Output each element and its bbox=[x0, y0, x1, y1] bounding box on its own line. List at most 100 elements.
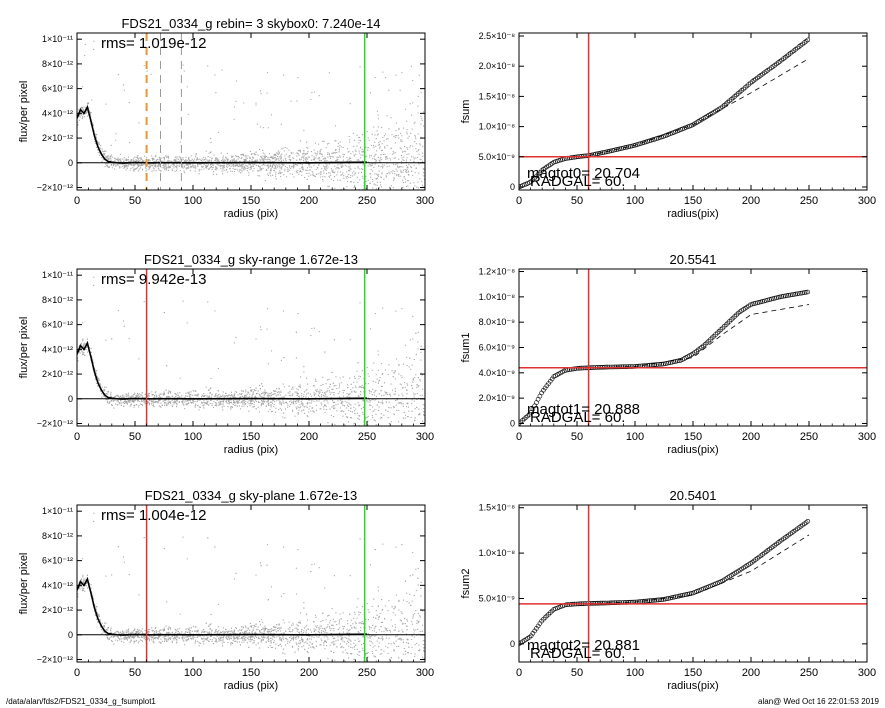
scatter-point bbox=[368, 375, 370, 377]
scatter-point bbox=[101, 148, 103, 150]
scatter-point bbox=[302, 166, 304, 168]
scatter-point bbox=[406, 443, 407, 444]
scatter-point bbox=[327, 143, 329, 145]
x-axis-label: radius (pix) bbox=[224, 208, 278, 220]
scatter-point bbox=[160, 397, 162, 399]
scatter-point bbox=[405, 195, 406, 196]
scatter-point bbox=[104, 395, 106, 397]
scatter-point bbox=[220, 168, 222, 170]
scatter-point bbox=[347, 387, 349, 389]
scatter-point bbox=[206, 167, 208, 169]
scatter-point bbox=[262, 149, 264, 151]
scatter-point bbox=[422, 155, 424, 157]
scatter-point bbox=[369, 401, 371, 403]
scatter-point bbox=[84, 354, 86, 356]
scatter-point bbox=[277, 158, 279, 160]
scatter-point bbox=[154, 401, 156, 403]
scatter-point bbox=[169, 401, 171, 403]
y-tick-label: 8×10⁻¹² bbox=[42, 59, 73, 69]
scatter-point bbox=[92, 359, 94, 361]
scatter-point bbox=[328, 153, 330, 155]
scatter-point bbox=[286, 147, 288, 149]
scatter-point bbox=[310, 410, 312, 412]
scatter-point bbox=[79, 349, 81, 351]
scatter-point bbox=[336, 160, 338, 162]
scatter-point bbox=[215, 157, 217, 159]
scatter-point bbox=[421, 374, 423, 376]
scatter-point bbox=[235, 160, 237, 162]
scatter-point bbox=[413, 358, 415, 360]
scatter-point bbox=[198, 163, 200, 165]
scatter-point bbox=[179, 401, 181, 403]
scatter-point bbox=[93, 48, 95, 50]
scatter-point bbox=[82, 86, 84, 88]
scatter-point bbox=[400, 384, 402, 386]
scatter-point bbox=[370, 144, 372, 146]
scatter-point bbox=[242, 164, 244, 166]
scatter-point bbox=[151, 157, 153, 159]
scatter-point bbox=[236, 169, 238, 171]
scatter-point bbox=[413, 203, 414, 204]
scatter-point bbox=[124, 397, 126, 399]
scatter-point bbox=[231, 163, 233, 165]
scatter-point bbox=[319, 408, 321, 410]
scatter-point bbox=[119, 167, 121, 169]
scatter-point bbox=[354, 422, 356, 424]
curve-point bbox=[772, 295, 778, 301]
scatter-point bbox=[261, 159, 263, 161]
scatter-point bbox=[248, 410, 250, 412]
scatter-point bbox=[422, 168, 424, 170]
scatter-point bbox=[405, 453, 406, 454]
scatter-point bbox=[268, 394, 270, 396]
scatter-point bbox=[215, 158, 217, 160]
scatter-point bbox=[170, 401, 172, 403]
scatter-point bbox=[291, 394, 293, 396]
scatter-point bbox=[169, 402, 171, 404]
scatter-point bbox=[84, 344, 86, 346]
scatter-point bbox=[236, 402, 238, 404]
chart-panel-3: 0 50 100 150 200 250 300−2×10⁻¹²02×10⁻¹²4×10⁻¹… bbox=[18, 252, 434, 456]
scatter-point bbox=[219, 403, 221, 405]
scatter-point bbox=[184, 408, 186, 410]
scatter-point bbox=[234, 393, 236, 395]
scatter-point bbox=[355, 172, 357, 174]
scatter-point bbox=[286, 176, 288, 178]
scatter-point bbox=[369, 390, 371, 392]
scatter-point bbox=[223, 167, 225, 169]
scatter-point bbox=[154, 392, 156, 394]
scatter-point bbox=[182, 166, 184, 168]
scatter-point bbox=[290, 404, 292, 406]
scatter-point bbox=[184, 160, 186, 162]
scatter-point bbox=[349, 141, 351, 143]
scatter-point bbox=[151, 403, 153, 405]
scatter-point bbox=[231, 399, 233, 401]
scatter-point bbox=[213, 407, 215, 409]
scatter-point bbox=[392, 186, 394, 188]
scatter-point bbox=[322, 376, 324, 378]
scatter-point bbox=[275, 158, 277, 160]
scatter-point bbox=[398, 200, 399, 201]
scatter-point bbox=[335, 385, 337, 387]
scatter-point bbox=[236, 399, 238, 401]
scatter-point bbox=[152, 394, 154, 396]
curve-point bbox=[805, 37, 811, 43]
scatter-point bbox=[394, 173, 396, 175]
scatter-point bbox=[393, 171, 395, 173]
scatter-point bbox=[180, 159, 182, 161]
scatter-point bbox=[361, 384, 363, 386]
scatter-point bbox=[255, 104, 257, 106]
scatter-point bbox=[295, 400, 297, 402]
scatter-point bbox=[114, 168, 116, 170]
scatter-point bbox=[77, 357, 79, 359]
scatter-point bbox=[265, 169, 267, 171]
scatter-point bbox=[413, 396, 415, 398]
scatter-point bbox=[129, 160, 131, 162]
scatter-point bbox=[240, 154, 242, 156]
scatter-point bbox=[403, 159, 405, 161]
scatter-point bbox=[82, 257, 83, 258]
scatter-point bbox=[275, 178, 277, 180]
scatter-point bbox=[167, 159, 169, 161]
scatter-point bbox=[410, 444, 411, 445]
scatter-point bbox=[334, 407, 336, 409]
scatter-point bbox=[402, 151, 404, 153]
